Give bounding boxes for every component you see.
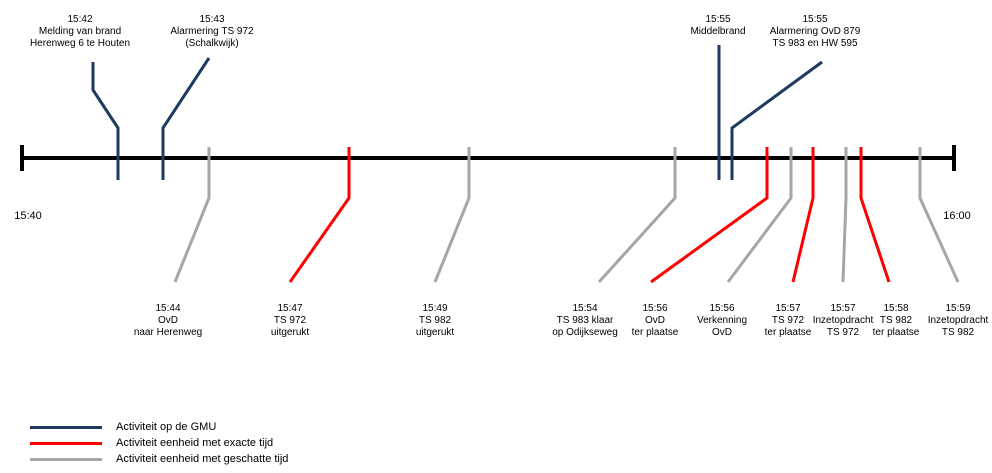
event-text: naar Herenweg xyxy=(133,327,203,338)
event-text: (Schalkwijk) xyxy=(185,38,239,49)
event-time: 15:49 xyxy=(422,303,448,314)
event-time: 15:54 xyxy=(572,303,598,314)
event-label-ts972-uitgerukt: 15:47 TS 972 uitgerukt xyxy=(230,303,350,339)
event-text: TS 982 xyxy=(941,327,975,338)
event-text: ter plaatse xyxy=(631,327,679,338)
event-time: 15:58 xyxy=(883,303,909,314)
event-text: ter plaatse xyxy=(764,327,812,338)
event-text: Middelbrand xyxy=(690,26,746,37)
event-label-ovd-ter-plaatse: 15:56 OvD ter plaatse xyxy=(595,303,715,339)
connector-melding xyxy=(91,62,120,180)
event-label-inzetopdracht-ts982: 15:59 Inzetopdracht TS 982 xyxy=(898,303,992,339)
event-text: uitgerukt xyxy=(270,327,310,338)
event-label-verkenning-ovd: 15:56 Verkenning OvD xyxy=(662,303,782,339)
event-text: OvD xyxy=(158,315,178,326)
event-time: 15:56 xyxy=(709,303,735,314)
event-text: TS 972 xyxy=(273,315,307,326)
event-label-melding: 15:42 Melding van brand Herenweg 6 te Hout… xyxy=(20,14,140,50)
connector-inzetopdracht-ts982 xyxy=(918,147,960,283)
connector-ovd-naar-herenweg xyxy=(173,147,211,283)
event-label-inzetopdracht-ts972: 15:57 Inzetopdracht TS 972 xyxy=(783,303,903,339)
event-label-ovd-naar-herenweg: 15:44 OvD naar Herenweg xyxy=(108,303,228,339)
legend-label-exact: Activiteit eenheid met exacte tijd xyxy=(116,437,274,449)
legend-swatch-gmu xyxy=(30,426,102,429)
event-text: Alarmering OvD 879 xyxy=(769,26,861,37)
event-time: 15:47 xyxy=(277,303,303,314)
axis-start-label: 15:40 xyxy=(14,210,42,222)
event-text: TS 982 xyxy=(418,315,452,326)
legend-swatch-exact xyxy=(30,442,102,445)
connector-ts982-ter-plaatse xyxy=(859,147,891,283)
event-text: op Odijkseweg xyxy=(552,327,618,338)
event-time: 15:59 xyxy=(945,303,971,314)
legend-label-gmu: Activiteit op de GMU xyxy=(116,421,217,433)
event-text: Verkenning xyxy=(696,315,748,326)
legend-label-estimated: Activiteit eenheid met geschatte tijd xyxy=(116,453,289,465)
event-label-ts982-uitgerukt: 15:49 TS 982 uitgerukt xyxy=(375,303,495,339)
event-text: OvD xyxy=(645,315,665,326)
event-time: 15:57 xyxy=(830,303,856,314)
event-label-ts972-ter-plaatse: 15:57 TS 972 ter plaatse xyxy=(728,303,848,339)
event-time: 15:42 xyxy=(67,14,93,25)
event-text: TS 972 xyxy=(826,327,860,338)
event-text: Inzetopdracht xyxy=(812,315,874,326)
event-label-ts983-klaar: 15:54 TS 983 klaar op Odijkseweg xyxy=(525,303,645,339)
event-time: 15:55 xyxy=(802,14,828,25)
legend-swatch-estimated xyxy=(30,458,102,461)
event-text: TS 982 xyxy=(879,315,913,326)
event-time: 15:57 xyxy=(775,303,801,314)
connector-ts983-klaar xyxy=(597,147,677,284)
event-text: TS 972 xyxy=(771,315,805,326)
connector-ovd-ter-plaatse xyxy=(650,147,769,284)
connector-alarmering-ovd879 xyxy=(730,60,823,180)
connector-ts972-ter-plaatse xyxy=(791,147,815,283)
event-text: Herenweg 6 te Houten xyxy=(29,38,131,49)
event-time: 15:56 xyxy=(642,303,668,314)
connector-alarmering-ts972 xyxy=(161,57,211,180)
event-text: Inzetopdracht xyxy=(927,315,989,326)
event-text: OvD xyxy=(712,327,732,338)
event-text: uitgerukt xyxy=(415,327,455,338)
event-time: 15:43 xyxy=(199,14,225,25)
event-text: TS 983 en HW 595 xyxy=(772,38,858,49)
event-text: TS 983 klaar xyxy=(556,315,614,326)
connector-ts982-uitgerukt xyxy=(433,147,471,283)
event-label-ts982-ter-plaatse: 15:58 TS 982 ter plaatse xyxy=(836,303,956,339)
connector-verkenning-ovd xyxy=(726,147,793,283)
event-label-middelbrand: 15:55 Middelbrand xyxy=(658,14,778,38)
event-text: ter plaatse xyxy=(872,327,920,338)
event-text: Alarmering TS 972 xyxy=(170,26,254,37)
event-text: Melding van brand xyxy=(38,26,122,37)
event-time: 15:55 xyxy=(705,14,731,25)
connector-inzetopdracht-ts972 xyxy=(841,147,848,283)
event-time: 15:44 xyxy=(155,303,181,314)
event-label-alarmering-ovd879: 15:55 Alarmering OvD 879 TS 983 en HW 595 xyxy=(755,14,875,50)
axis-end-label: 16:00 xyxy=(943,210,971,222)
connector-ts972-uitgerukt xyxy=(288,147,351,283)
event-label-alarmering-ts972: 15:43 Alarmering TS 972 (Schalkwijk) xyxy=(152,14,272,50)
